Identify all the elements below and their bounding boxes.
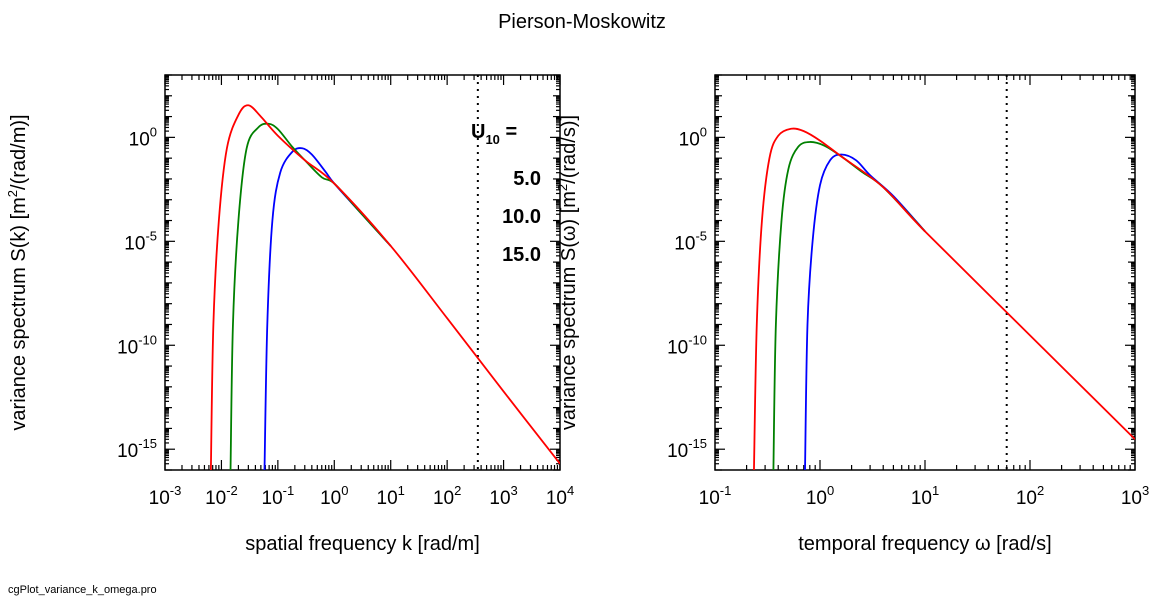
y-tick-label: 100 [679,124,707,150]
legend-header-main: U [471,121,485,143]
x-tick-label: 10-3 [149,483,182,509]
legend-entry-15: 15.0 [502,244,541,266]
y-axis-label: variance spectrum S(ω) [m2/(rad/s)] [555,115,580,430]
x-tick-label: 102 [1016,483,1044,509]
legend-header: U10 = [471,121,517,147]
series-line-15-0 [209,104,560,470]
x-tick-label: 100 [320,483,348,509]
plot-omega-spectrum: 10-1 100 101 102 103 10-15 10-10 10-5 100 tempora… [555,74,1149,555]
footer-filename: cgPlot_variance_k_omega.pro [8,584,157,596]
y-tick-label: 100 [129,124,157,150]
x-tick-label: 101 [911,483,939,509]
x-tick-label: 104 [546,483,574,509]
x-axis-label: spatial frequency k [rad/m] [245,533,480,555]
legend-entry-5: 5.0 [513,168,541,190]
x-tick-label: 10-1 [262,483,295,509]
x-tick-label: 102 [433,483,461,509]
y-tick-label: 10-10 [667,332,707,358]
legend: U10 = 5.0 10.0 15.0 [471,121,541,266]
series-line-10-0 [772,141,926,470]
y-tick-label: 10-5 [674,228,707,254]
x-axis-label: temporal frequency ω [rad/s] [798,533,1052,555]
x-tick-label: 103 [489,483,517,509]
series-line-5-0 [804,153,926,470]
series-line-10-0 [229,122,392,470]
legend-entry-10: 10.0 [502,206,541,228]
series-line-15-0 [753,127,1135,470]
y-axis-label: variance spectrum S(k) [m2/(rad/m)] [5,114,30,430]
y-tick-label: 10-10 [117,332,157,358]
legend-header-eq: = [500,121,517,143]
x-tick-label: 101 [377,483,405,509]
legend-header-sub: 10 [485,132,499,147]
chart-title: Pierson-Moskowitz [498,11,666,33]
y-tick-label: 10-15 [117,436,157,462]
y-tick-label: 10-5 [124,228,157,254]
x-tick-label: 10-1 [699,483,732,509]
series-line-5-0 [263,147,392,470]
plot-k-spectrum: 10-3 10-2 10-1 100 101 102 103 104 10-15 10-10 10-… [5,74,574,555]
x-tick-label: 103 [1121,483,1149,509]
x-tick-label: 100 [806,483,834,509]
y-tick-label: 10-15 [667,436,707,462]
x-tick-label: 10-2 [205,483,238,509]
